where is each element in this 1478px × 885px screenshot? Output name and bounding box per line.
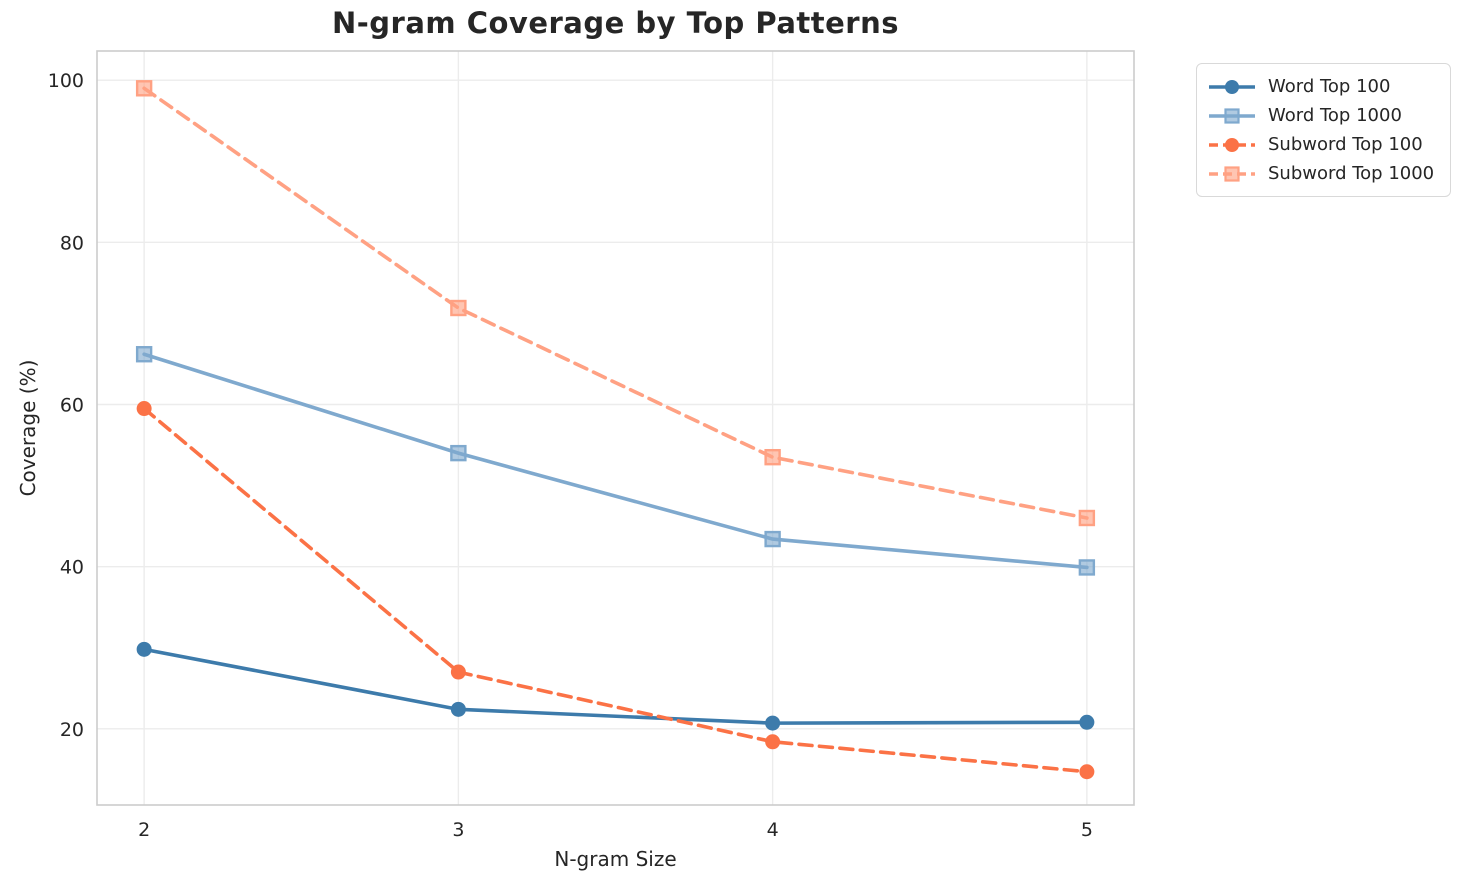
legend-item-subword-top-1000: Subword Top 1000 bbox=[1207, 161, 1434, 186]
legend-item-subword-top-100: Subword Top 100 bbox=[1207, 132, 1434, 157]
circle-marker-word-top-100 bbox=[765, 715, 781, 731]
circle-marker-word-top-100 bbox=[450, 701, 466, 717]
series-line-subword-top-1000 bbox=[142, 86, 1089, 520]
legend: Word Top 100 Word Top 1000 Subword Top 100… bbox=[1196, 63, 1452, 197]
circle-marker-word-top-100 bbox=[136, 641, 152, 657]
legend-label: Subword Top 100 bbox=[1268, 134, 1423, 155]
square-marker-subword-top-1000 bbox=[764, 448, 781, 466]
x-tick-label: 4 bbox=[767, 819, 779, 841]
square-marker-word-top-1000 bbox=[135, 346, 153, 363]
square-marker-subword-top-1000 bbox=[450, 299, 467, 317]
legend-label: Word Top 100 bbox=[1268, 76, 1391, 97]
square-marker-subword-top-1000 bbox=[135, 80, 153, 97]
legend-label: Subword Top 1000 bbox=[1268, 163, 1435, 184]
circle-marker-subword-top-100 bbox=[450, 664, 466, 680]
legend-item-word-top-1000: Word Top 1000 bbox=[1207, 103, 1434, 128]
y-tick-label: 60 bbox=[60, 394, 84, 416]
series-line-word-top-100 bbox=[142, 647, 1089, 725]
y-axis-label: Coverage (%) bbox=[16, 359, 40, 497]
x-tick-label: 3 bbox=[452, 819, 464, 841]
chart-title: N-gram Coverage by Top Patterns bbox=[331, 6, 900, 40]
square-marker-word-top-1000 bbox=[764, 530, 781, 548]
y-tick-label: 20 bbox=[60, 719, 84, 741]
x-tick-label: 5 bbox=[1081, 819, 1093, 841]
legend-handle-subword-top-1000 bbox=[1209, 165, 1255, 182]
plot-border bbox=[96, 50, 1135, 806]
square-marker-word-top-1000 bbox=[450, 444, 467, 462]
series-line-subword-top-100 bbox=[142, 406, 1089, 774]
square-marker-subword-top-1000 bbox=[1078, 509, 1096, 527]
circle-marker-subword-top-100 bbox=[136, 401, 152, 417]
x-axis-label: N-gram Size bbox=[554, 847, 677, 871]
circle-marker-word-top-100 bbox=[1079, 714, 1095, 730]
y-tick-label: 80 bbox=[60, 232, 84, 254]
legend-handle-word-top-1000 bbox=[1209, 107, 1255, 124]
legend-label: Word Top 1000 bbox=[1268, 105, 1402, 126]
y-tick-label: 100 bbox=[48, 70, 84, 92]
square-marker-word-top-1000 bbox=[1078, 559, 1096, 576]
circle-marker-subword-top-100 bbox=[765, 734, 781, 750]
circle-marker-subword-top-100 bbox=[1079, 764, 1095, 780]
series-line-word-top-1000 bbox=[142, 352, 1089, 570]
legend-handle-word-top-100 bbox=[1209, 79, 1255, 94]
x-tick-label: 2 bbox=[138, 819, 150, 841]
legend-handle-subword-top-100 bbox=[1209, 137, 1255, 152]
legend-item-word-top-100: Word Top 100 bbox=[1207, 74, 1434, 99]
y-tick-label: 40 bbox=[60, 557, 84, 579]
